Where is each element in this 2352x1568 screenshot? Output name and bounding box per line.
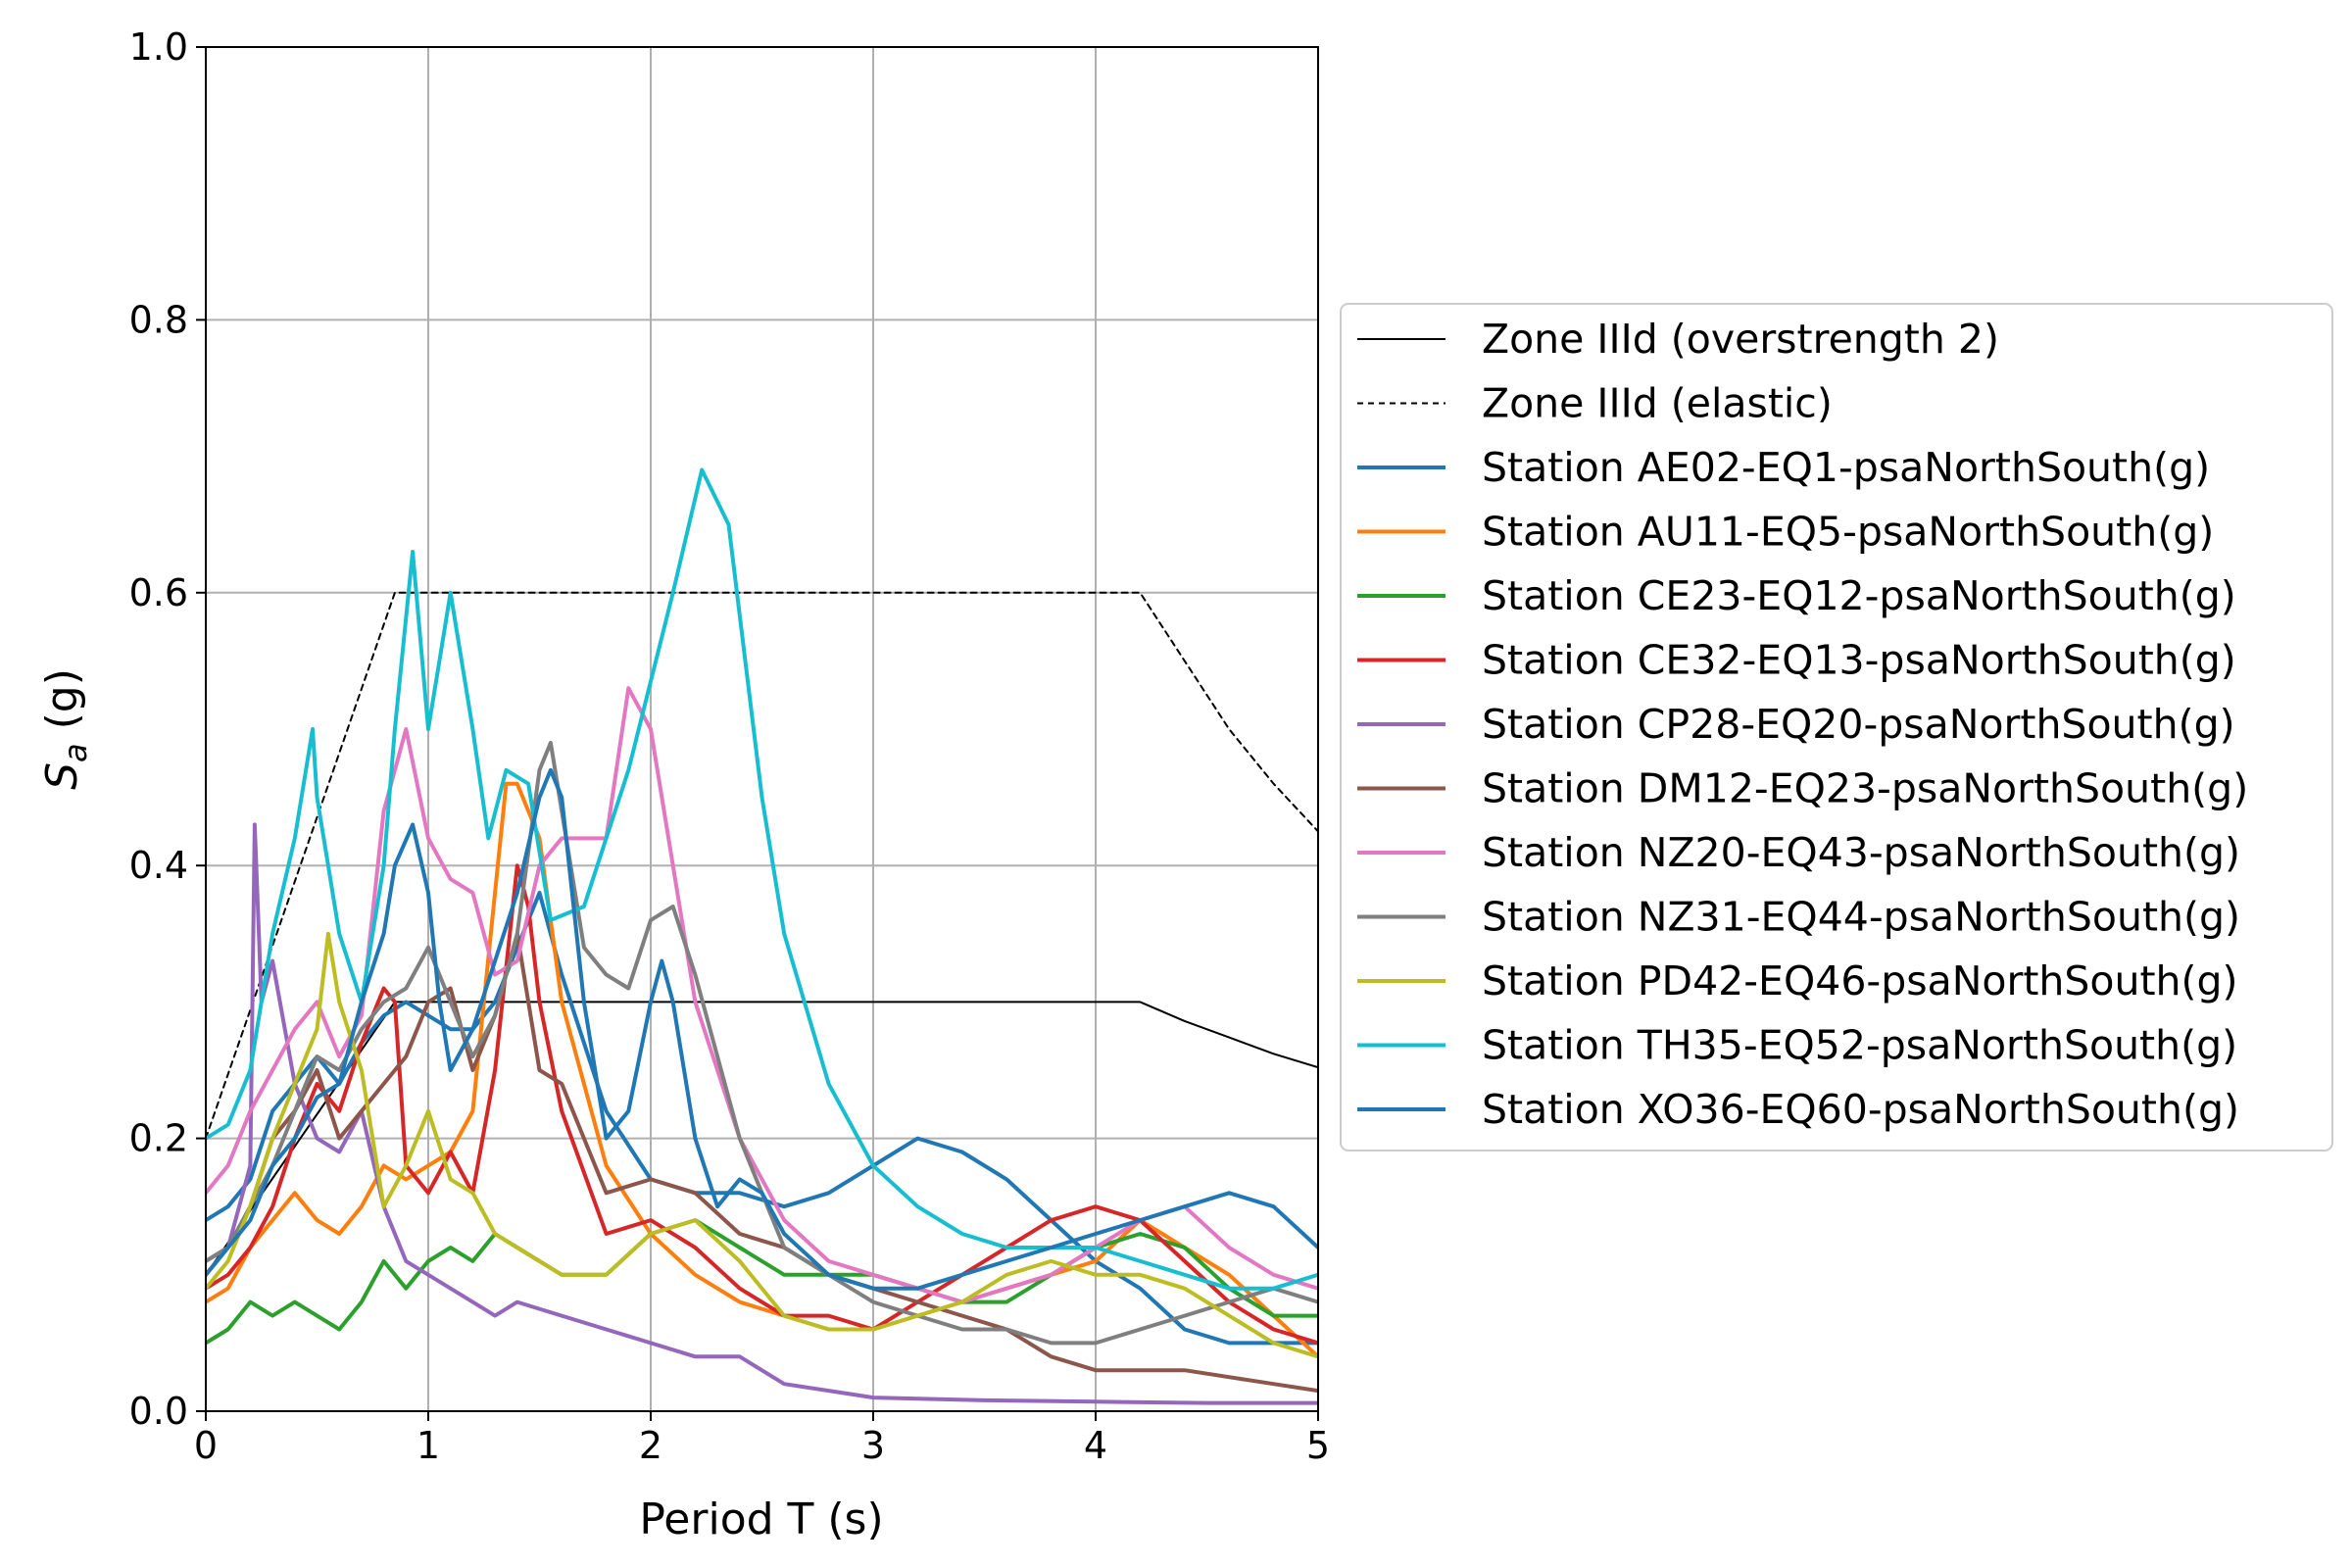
legend: Zone IIId (overstrength 2) Zone IIId (ela… xyxy=(1340,303,2333,1152)
legend-label-3: Station AU11-EQ5-psaNorthSouth(g) xyxy=(1482,509,2214,556)
x-axis-label: Period T (s) xyxy=(639,1494,883,1544)
y-tick-label: 0.2 xyxy=(129,1117,188,1160)
legend-label-5: Station CE32-EQ13-psaNorthSouth(g) xyxy=(1482,637,2236,684)
x-tick-label: 5 xyxy=(1306,1424,1330,1467)
legend-label-6: Station CP28-EQ20-psaNorthSouth(g) xyxy=(1482,701,2235,748)
series-line-11 xyxy=(206,467,1318,1291)
legend-label-11: Station TH35-EQ52-psaNorthSouth(g) xyxy=(1482,1022,2237,1069)
x-tick-label: 4 xyxy=(1084,1424,1107,1467)
series-line-8 xyxy=(206,686,1318,1304)
x-tick-label: 2 xyxy=(639,1424,662,1467)
plot-frame xyxy=(205,46,1319,1412)
series-line-3 xyxy=(206,781,1318,1359)
series-line-6 xyxy=(206,822,1318,1405)
y-axis-label-sub: a xyxy=(57,743,94,762)
x-tick-label: 3 xyxy=(861,1424,885,1467)
y-axis-label-unit: (g) xyxy=(37,668,87,743)
legend-box xyxy=(1340,303,2333,1152)
legend-label-4: Station CE23-EQ12-psaNorthSouth(g) xyxy=(1482,572,2236,619)
legend-label-12: Station XO36-EQ60-psaNorthSouth(g) xyxy=(1482,1086,2239,1133)
y-axis-label-main: S xyxy=(37,762,87,790)
y-axis-label: Sa (g) xyxy=(37,668,94,790)
legend-label-0: Zone IIId (overstrength 2) xyxy=(1482,316,1999,363)
y-tick-label: 0.6 xyxy=(129,571,188,614)
legend-label-2: Station AE02-EQ1-psaNorthSouth(g) xyxy=(1482,444,2210,491)
series-line-5 xyxy=(206,863,1318,1346)
series-line-10 xyxy=(206,931,1318,1359)
series-layer xyxy=(206,467,1318,1405)
y-ticks: 0.0 0.2 0.4 0.6 0.8 1.0 xyxy=(129,25,206,1433)
legend-label-10: Station PD42-EQ46-psaNorthSouth(g) xyxy=(1482,957,2238,1004)
legend-label-7: Station DM12-EQ23-psaNorthSouth(g) xyxy=(1482,765,2248,812)
y-tick-label: 1.0 xyxy=(129,25,188,69)
x-tick-label: 0 xyxy=(194,1424,218,1467)
x-ticks: 0 1 2 3 4 5 xyxy=(194,1411,1330,1467)
series-line-1 xyxy=(206,591,1318,1140)
legend-label-1: Zone IIId (elastic) xyxy=(1482,380,1833,427)
legend-label-8: Station NZ20-EQ43-psaNorthSouth(g) xyxy=(1482,829,2240,876)
y-tick-label: 0.4 xyxy=(129,844,188,887)
y-tick-label: 0.0 xyxy=(129,1390,188,1433)
series-line-7 xyxy=(206,931,1318,1394)
y-tick-label: 0.8 xyxy=(129,298,188,341)
x-tick-label: 1 xyxy=(416,1424,440,1467)
legend-label-9: Station NZ31-EQ44-psaNorthSouth(g) xyxy=(1482,894,2240,941)
series-line-12 xyxy=(206,767,1318,1291)
